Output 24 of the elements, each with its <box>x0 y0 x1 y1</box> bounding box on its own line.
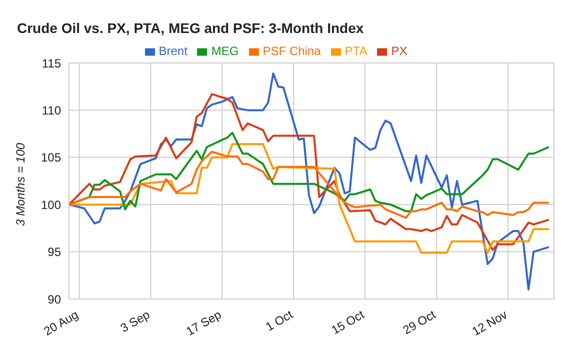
y-tick-label: 100 <box>40 198 62 212</box>
x-tick-label: 12 Nov <box>470 307 510 339</box>
x-tick-label: 17 Sep <box>184 307 224 339</box>
legend-label: PX <box>391 44 408 58</box>
y-tick-label: 90 <box>48 292 62 306</box>
line-series <box>69 150 550 219</box>
line-series <box>69 72 550 291</box>
legend-label: PSF China <box>262 44 321 58</box>
legend-label: Brent <box>158 44 188 58</box>
x-tick-label: 15 Oct <box>328 307 368 338</box>
y-tick-label: 115 <box>42 56 62 70</box>
x-tick-label: 1 Oct <box>263 307 296 334</box>
x-tick-label: 29 Oct <box>400 307 439 338</box>
y-tick-label: 105 <box>40 150 62 165</box>
y-axis-title: 3 Months = 100 <box>13 142 28 226</box>
line-series <box>69 93 550 251</box>
chart-title: Crude Oil vs. PX, PTA, MEG and PSF: 3-Month Index <box>17 20 364 36</box>
line-series <box>69 143 550 254</box>
legend-label: MEG <box>211 44 239 58</box>
x-tick-label: 20 Aug <box>41 307 81 338</box>
legend-label: PTA <box>344 44 368 58</box>
y-tick-label: 95 <box>48 245 62 260</box>
y-tick-label: 110 <box>42 103 62 118</box>
x-tick-label: 3 Sep <box>118 307 152 336</box>
